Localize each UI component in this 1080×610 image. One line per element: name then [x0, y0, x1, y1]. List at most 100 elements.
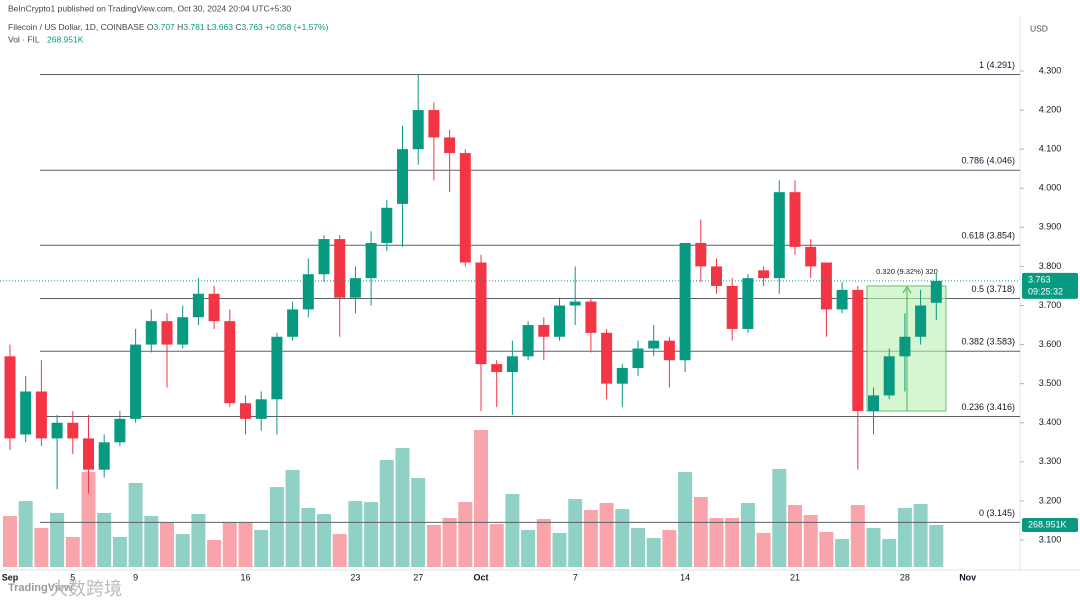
x-tick-label: 14	[680, 572, 690, 582]
x-tick-label: 9	[133, 572, 138, 582]
fib-label: 1 (4.291)	[979, 60, 1015, 70]
x-tick-label: Oct	[473, 572, 488, 582]
candle-body	[820, 262, 832, 310]
volume-bar	[835, 539, 850, 567]
volume-bar	[756, 532, 771, 567]
y-tick-label: 3.400	[1039, 417, 1062, 427]
candle-body	[711, 266, 722, 286]
candle-body	[35, 391, 47, 439]
legend-item: H	[177, 22, 183, 32]
legend-item: L	[207, 22, 212, 32]
candle-body	[930, 280, 942, 303]
candle-body	[381, 207, 393, 243]
volume-bar	[34, 527, 49, 567]
volume-bar	[772, 469, 787, 567]
y-tick-label: 3.300	[1039, 456, 1062, 466]
volume-bar	[552, 532, 567, 567]
volume-bar	[866, 527, 881, 567]
volume-bar	[50, 512, 65, 567]
volume-bar	[599, 502, 614, 567]
candle-body	[161, 321, 173, 345]
candle-body	[20, 391, 32, 435]
x-tick-label: 28	[900, 572, 910, 582]
watermark: TradingView	[8, 582, 73, 594]
legend-item: C	[235, 22, 241, 32]
volume-tag-value: 268.951K	[1028, 519, 1067, 529]
candle-body	[726, 285, 738, 329]
candle-body	[836, 289, 848, 310]
y-tick-label: 3.200	[1039, 495, 1062, 505]
candle-body	[585, 301, 597, 333]
candle-body	[522, 325, 534, 357]
volume-bar	[631, 527, 645, 567]
volume-bar	[882, 539, 897, 567]
candle-body	[679, 242, 691, 361]
legend-item: 3.781	[183, 22, 205, 32]
volume-bar	[474, 430, 488, 567]
volume-tag	[1022, 517, 1078, 532]
candle-body	[475, 262, 487, 365]
candle-body	[334, 239, 346, 298]
vol-title: Vol · FIL	[8, 34, 40, 44]
candle-body	[302, 274, 314, 310]
candle-body	[695, 242, 707, 267]
candle-body	[444, 137, 456, 154]
volume-bar	[725, 517, 740, 567]
candle-body	[852, 289, 864, 412]
volume-bar	[364, 502, 379, 567]
volume-bar	[65, 537, 80, 567]
volume-bar	[332, 534, 347, 567]
legend-item: Filecoin / US Dollar, 1D, COINBASE	[8, 22, 145, 32]
y-tick-label: 3.500	[1039, 378, 1062, 388]
publisher: BeInCrypto1 published on TradingView.com…	[8, 3, 291, 13]
y-tick-label: 4.000	[1039, 183, 1062, 193]
y-tick-label: 4.200	[1039, 104, 1062, 114]
volume-bar	[426, 524, 441, 567]
candle-body	[365, 242, 377, 279]
candle-body	[538, 325, 550, 337]
candle-body	[349, 278, 361, 298]
volume-bar	[144, 516, 159, 567]
fib-label: 0 (3.145)	[979, 508, 1015, 518]
candle-body	[868, 395, 879, 412]
candle-body	[177, 317, 189, 345]
volume-bar	[97, 512, 112, 567]
y-tick-label: 3.100	[1039, 534, 1062, 544]
candle-body	[632, 348, 644, 369]
candle-body	[145, 321, 157, 345]
volume-bar	[112, 537, 127, 567]
candle-body	[397, 149, 408, 204]
volume-bar	[740, 502, 755, 567]
volume-bar	[913, 504, 928, 567]
volume-bar	[505, 494, 520, 567]
volume-bar	[536, 519, 551, 567]
x-tick-label: 7	[573, 572, 578, 582]
price-tag-value: 3.763	[1028, 274, 1051, 284]
x-tick-label: Sep	[2, 572, 19, 582]
volume-bar	[191, 514, 206, 567]
volume-bar	[850, 504, 865, 567]
candle-body	[67, 422, 79, 439]
volume-bar	[379, 459, 394, 567]
volume-bar	[175, 534, 190, 567]
y-tick-label: 3.700	[1039, 300, 1062, 310]
volume-bar	[819, 532, 834, 567]
legend-item: (+1.57%)	[294, 22, 329, 32]
measure-label: 0.320 (9.32%) 320	[876, 267, 938, 276]
candle-body	[805, 246, 817, 267]
x-tick-label: 16	[240, 572, 250, 582]
volume-bar	[788, 504, 802, 567]
y-tick-label: 3.600	[1039, 339, 1062, 349]
candle-body	[208, 293, 220, 322]
volume-bar	[222, 522, 237, 567]
volume-bar	[18, 501, 33, 567]
candle-body	[648, 340, 660, 349]
candle-body	[554, 305, 565, 337]
volume-bar	[678, 472, 693, 567]
candle-body	[271, 336, 283, 400]
candle-body	[51, 422, 63, 439]
measure-arrowhead	[902, 286, 912, 294]
legend-item: 3.763	[242, 22, 264, 32]
x-tick-label: 21	[790, 572, 800, 582]
candle-body	[789, 192, 801, 247]
